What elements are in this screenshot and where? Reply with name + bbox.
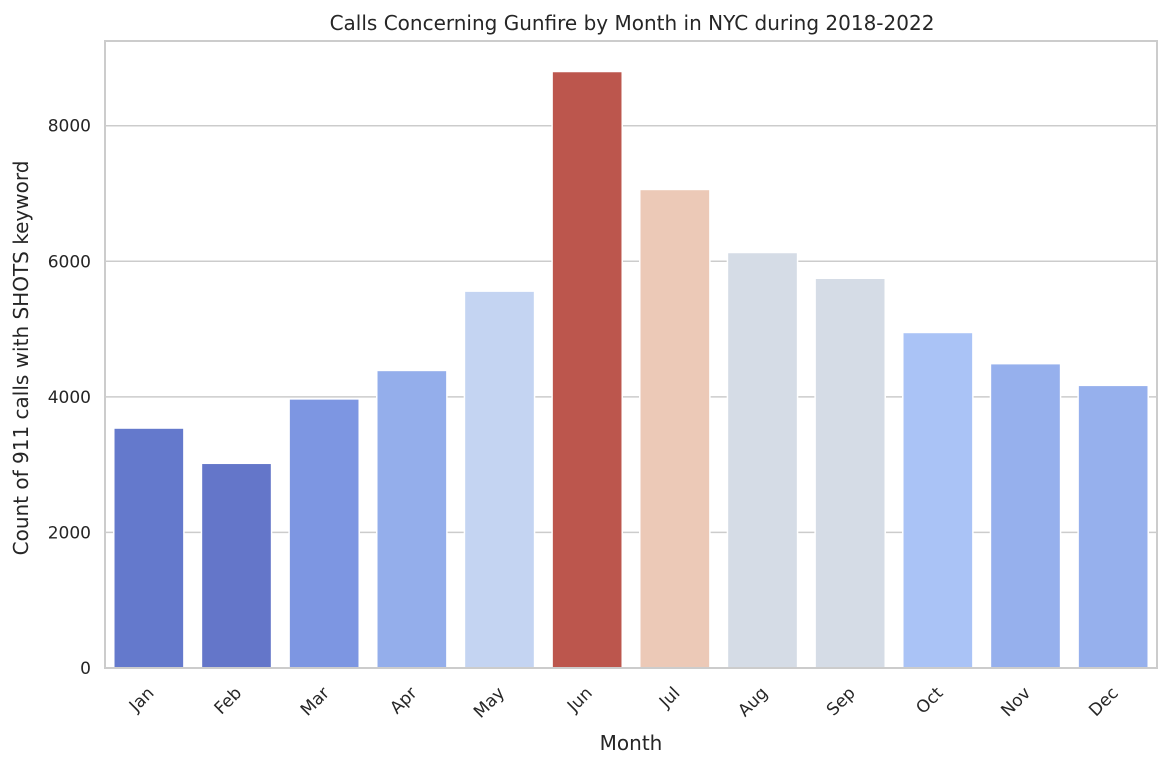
plot-frame [104, 40, 1158, 669]
bar-sep [814, 277, 886, 669]
bar-jun [551, 70, 623, 669]
bar-apr [376, 369, 448, 669]
y-tick-label: 4000 [48, 388, 91, 408]
bar-may [463, 290, 536, 669]
bars [113, 70, 1149, 669]
y-tick-label: 2000 [48, 523, 91, 543]
y-tick-label: 6000 [48, 252, 91, 272]
y-tick-labels: 0 2000 4000 6000 8000 [48, 117, 91, 679]
bar-mar [288, 398, 360, 669]
y-axis-label: Count of 911 calls with SHOTS keyword [9, 161, 33, 556]
chart-title: Calls Concerning Gunfire by Month in NYC… [330, 11, 935, 35]
bar-aug [726, 251, 799, 669]
x-axis-label: Month [600, 731, 663, 755]
y-tick-label: 0 [80, 659, 91, 679]
bar-jan [113, 427, 185, 669]
bar-jul [639, 188, 711, 669]
y-tick-label: 8000 [48, 117, 91, 137]
bar-feb [200, 462, 273, 669]
bar-dec [1077, 384, 1149, 669]
bar-oct [902, 331, 974, 669]
bar-nov [989, 362, 1062, 669]
